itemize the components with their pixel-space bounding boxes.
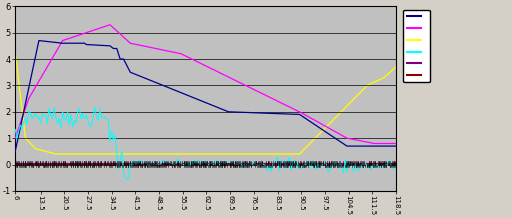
Legend: , , , , , : , , , , , [403,10,430,82]
